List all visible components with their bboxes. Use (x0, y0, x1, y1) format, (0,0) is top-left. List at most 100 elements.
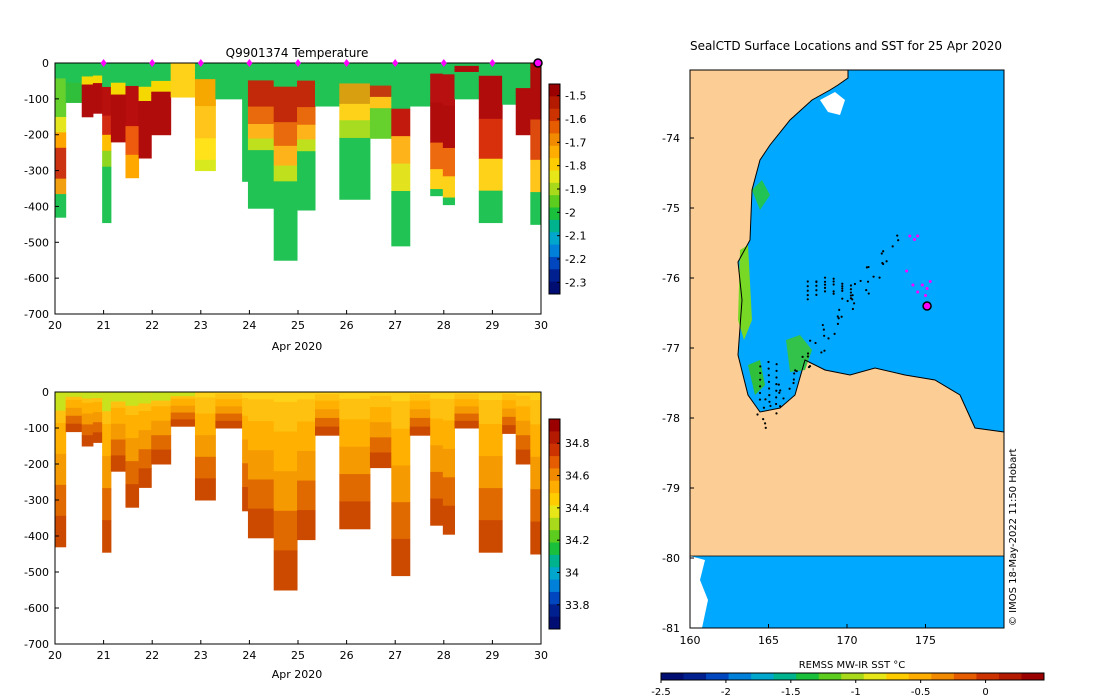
sst-colorbar-swatch (998, 673, 1022, 680)
sst-colorbar-tick-label: -1 (851, 687, 861, 698)
y-tick-label: -100 (24, 93, 49, 106)
y-tick-label: -600 (24, 272, 49, 285)
track-point (792, 381, 795, 385)
track-point (777, 383, 780, 386)
y-tick-label: -300 (24, 165, 49, 178)
track-point (775, 369, 778, 372)
profile-band (515, 392, 531, 397)
colorbar-swatch (549, 207, 560, 221)
profile-band (442, 399, 455, 421)
profile-band (273, 63, 298, 88)
profile-band (339, 474, 371, 502)
sst-colorbar-swatch (953, 673, 977, 680)
salinity-profile (478, 392, 503, 553)
salinity-colorbar: 34.8 34.6 34.4 34.2 34 33.8 (548, 418, 590, 630)
profile-band (478, 456, 503, 489)
profile-band (454, 71, 480, 100)
sst-map-panel: SealCTD Surface Locations and SST for 25… (651, 39, 1045, 698)
track-point (806, 289, 809, 292)
track-point (806, 355, 810, 358)
profile-band (92, 83, 103, 114)
profile-band (151, 406, 172, 422)
profile-band (502, 400, 517, 410)
salinity-profile (247, 392, 275, 539)
colorbar-tick-label: 34.4 (565, 502, 590, 515)
track-point (846, 299, 849, 303)
profile-fresh-band (110, 392, 126, 402)
map-y-tick-label: -79 (662, 482, 680, 495)
sst-colorbar-tick-label: -2 (721, 687, 731, 698)
profile-band (454, 413, 480, 422)
profile-band (215, 393, 243, 400)
coastal-cold-patch (752, 180, 770, 210)
profile-band (247, 450, 275, 480)
temperature-profile (65, 63, 83, 103)
profile-band (478, 75, 503, 120)
profile-band (369, 108, 392, 139)
map-y-tick-label: -76 (662, 272, 680, 285)
profile-band (55, 194, 67, 218)
salinity-profile (339, 392, 371, 530)
sst-colorbar-swatch (683, 673, 707, 680)
profile-band (273, 401, 298, 433)
profile-band (409, 417, 431, 428)
profile-band (502, 63, 517, 105)
track-point (821, 323, 824, 327)
recent-track-point (928, 280, 932, 283)
profile-band (194, 435, 216, 458)
track-point (896, 234, 899, 237)
colorbar-swatch (549, 232, 560, 246)
salinity-x-axis: 20 21 22 23 24 25 26 27 28 29 30 (48, 640, 548, 662)
profile-band (442, 448, 455, 478)
salinity-profile (515, 392, 531, 465)
colorbar-tick-label: -1.6 (565, 113, 586, 126)
profile-band (454, 420, 480, 429)
salinity-profiles (55, 392, 541, 591)
profile-band (247, 479, 275, 510)
profile-band (65, 399, 83, 409)
colorbar-tick-label: 34.2 (565, 534, 590, 547)
profile-band (247, 421, 275, 451)
track-point (768, 387, 771, 390)
profile-band (151, 63, 172, 82)
profile-band (55, 63, 67, 79)
colorbar-swatch (549, 505, 560, 519)
colorbar-swatch (549, 84, 560, 97)
profile-band (442, 176, 455, 199)
x-tick-label: 27 (388, 649, 402, 662)
sst-colorbar-swatch (796, 673, 820, 680)
profile-band (454, 393, 480, 400)
white-gap (690, 556, 708, 628)
profile-band (65, 407, 83, 417)
profile-band (151, 435, 172, 451)
profile-band (391, 191, 411, 247)
profile-band (102, 115, 112, 136)
colorbar-tick-label: 33.8 (565, 599, 590, 612)
profile-band (530, 63, 541, 120)
map-colorbar-label: REMSS MW-IR SST °C (799, 660, 906, 671)
y-tick-label: -700 (24, 308, 49, 321)
profile-band (273, 471, 298, 512)
sst-colorbar-tick-label: 0 (982, 687, 988, 698)
profile-band (297, 80, 316, 108)
profile-band (315, 392, 340, 395)
temperature-profile (478, 63, 503, 224)
temperature-profile (430, 63, 444, 197)
profile-band (102, 166, 112, 224)
profile-band (502, 394, 517, 401)
salinity-y-axis: 0 -100 -200 -300 -400 -500 -600 -700 (24, 386, 59, 651)
recent-track-point (905, 269, 909, 273)
profile-band (102, 134, 112, 152)
profile-band (442, 63, 455, 75)
track-point (756, 413, 759, 416)
profile-band (515, 406, 531, 422)
track-point (836, 322, 840, 326)
profile-band (430, 63, 444, 75)
track-point (762, 418, 765, 421)
colorbar-swatch (549, 244, 560, 258)
profile-fresh-band (102, 392, 111, 412)
track-point (851, 307, 854, 311)
profile-band (55, 147, 67, 180)
profile-band (430, 73, 444, 104)
profile-band (430, 102, 444, 144)
